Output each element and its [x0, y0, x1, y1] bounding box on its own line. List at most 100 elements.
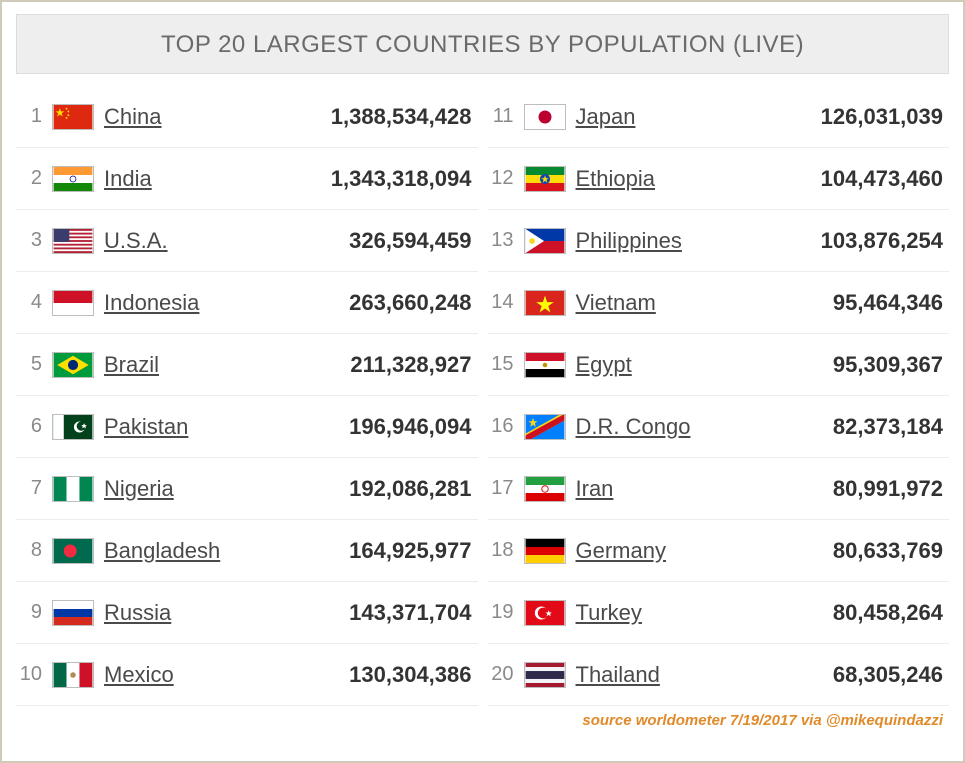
rank-number: 11 [488, 105, 520, 128]
table-row: 20 Thailand68,305,246 [488, 644, 950, 706]
rank-number: 7 [16, 477, 48, 500]
country-link[interactable]: Brazil [104, 352, 308, 378]
country-link[interactable]: Germany [576, 538, 780, 564]
india-flag-icon [52, 166, 94, 192]
rank-number: 2 [16, 167, 48, 190]
table-row: 19Turkey80,458,264 [488, 582, 950, 644]
usa-flag-icon [52, 228, 94, 254]
population-value: 130,304,386 [308, 662, 478, 688]
country-link[interactable]: Bangladesh [104, 538, 308, 564]
rank-number: 10 [16, 663, 48, 686]
table-row: 5 Brazil211,328,927 [16, 334, 478, 396]
population-value: 68,305,246 [779, 662, 949, 688]
japan-flag-icon [524, 104, 566, 130]
population-value: 1,388,534,428 [308, 104, 478, 130]
population-value: 95,464,346 [779, 290, 949, 316]
country-link[interactable]: Thailand [576, 662, 780, 688]
population-value: 192,086,281 [308, 476, 478, 502]
country-link[interactable]: Japan [576, 104, 780, 130]
population-value: 80,991,972 [779, 476, 949, 502]
indonesia-flag-icon [52, 290, 94, 316]
country-link[interactable]: Nigeria [104, 476, 308, 502]
rank-number: 5 [16, 353, 48, 376]
rank-number: 3 [16, 229, 48, 252]
thailand-flag-icon [524, 662, 566, 688]
population-value: 143,371,704 [308, 600, 478, 626]
pakistan-flag-icon [52, 414, 94, 440]
table-row: 17 Iran80,991,972 [488, 458, 950, 520]
brazil-flag-icon [52, 352, 94, 378]
rank-number: 6 [16, 415, 48, 438]
rank-number: 14 [488, 291, 520, 314]
rank-number: 16 [488, 415, 520, 438]
country-link[interactable]: Philippines [576, 228, 780, 254]
vietnam-flag-icon [524, 290, 566, 316]
source-credit: source worldometer 7/19/2017 via @mikequ… [16, 706, 949, 729]
page-title: TOP 20 LARGEST COUNTRIES BY POPULATION (… [16, 14, 949, 74]
population-value: 326,594,459 [308, 228, 478, 254]
population-value: 95,309,367 [779, 352, 949, 378]
country-link[interactable]: Mexico [104, 662, 308, 688]
rank-number: 18 [488, 539, 520, 562]
table-row: 16D.R. Congo82,373,184 [488, 396, 950, 458]
rank-number: 12 [488, 167, 520, 190]
country-link[interactable]: U.S.A. [104, 228, 308, 254]
rank-number: 17 [488, 477, 520, 500]
country-link[interactable]: Indonesia [104, 290, 308, 316]
nigeria-flag-icon [52, 476, 94, 502]
population-value: 104,473,460 [779, 166, 949, 192]
country-link[interactable]: India [104, 166, 308, 192]
drcongo-flag-icon [524, 414, 566, 440]
rank-number: 9 [16, 601, 48, 624]
table-row: 7 Nigeria192,086,281 [16, 458, 478, 520]
rank-number: 8 [16, 539, 48, 562]
rank-number: 13 [488, 229, 520, 252]
country-link[interactable]: Vietnam [576, 290, 780, 316]
rank-number: 1 [16, 105, 48, 128]
table-row: 18 Germany80,633,769 [488, 520, 950, 582]
right-column: 11Japan126,031,03912Ethiopia104,473,4601… [488, 86, 950, 706]
country-link[interactable]: Pakistan [104, 414, 308, 440]
table-row: 15 Egypt95,309,367 [488, 334, 950, 396]
table-row: 14 Vietnam95,464,346 [488, 272, 950, 334]
bangladesh-flag-icon [52, 538, 94, 564]
ethiopia-flag-icon [524, 166, 566, 192]
iran-flag-icon [524, 476, 566, 502]
population-value: 1,343,318,094 [308, 166, 478, 192]
table-row: 9 Russia143,371,704 [16, 582, 478, 644]
population-value: 196,946,094 [308, 414, 478, 440]
table-row: 6 Pakistan196,946,094 [16, 396, 478, 458]
table-row: 11 Japan126,031,039 [488, 86, 950, 148]
population-value: 80,633,769 [779, 538, 949, 564]
population-value: 126,031,039 [779, 104, 949, 130]
country-link[interactable]: D.R. Congo [576, 414, 780, 440]
china-flag-icon [52, 104, 94, 130]
mexico-flag-icon [52, 662, 94, 688]
egypt-flag-icon [524, 352, 566, 378]
columns-container: 1 China1,388,534,428 2 India1,343,318,094 3 U… [16, 86, 949, 706]
country-link[interactable]: Ethiopia [576, 166, 780, 192]
rank-number: 19 [488, 601, 520, 624]
table-row: 8 Bangladesh164,925,977 [16, 520, 478, 582]
population-value: 164,925,977 [308, 538, 478, 564]
philippines-flag-icon [524, 228, 566, 254]
country-link[interactable]: China [104, 104, 308, 130]
population-value: 263,660,248 [308, 290, 478, 316]
country-link[interactable]: Egypt [576, 352, 780, 378]
table-row: 1 China1,388,534,428 [16, 86, 478, 148]
table-row: 3 U.S.A.326,594,459 [16, 210, 478, 272]
rank-number: 20 [488, 663, 520, 686]
germany-flag-icon [524, 538, 566, 564]
country-link[interactable]: Iran [576, 476, 780, 502]
population-value: 211,328,927 [308, 352, 478, 378]
table-row: 12 Ethiopia104,473,460 [488, 148, 950, 210]
turkey-flag-icon [524, 600, 566, 626]
country-link[interactable]: Turkey [576, 600, 780, 626]
russia-flag-icon [52, 600, 94, 626]
table-row: 4 Indonesia263,660,248 [16, 272, 478, 334]
country-link[interactable]: Russia [104, 600, 308, 626]
rank-number: 4 [16, 291, 48, 314]
population-value: 103,876,254 [779, 228, 949, 254]
rank-number: 15 [488, 353, 520, 376]
left-column: 1 China1,388,534,428 2 India1,343,318,094 3 U… [16, 86, 478, 706]
